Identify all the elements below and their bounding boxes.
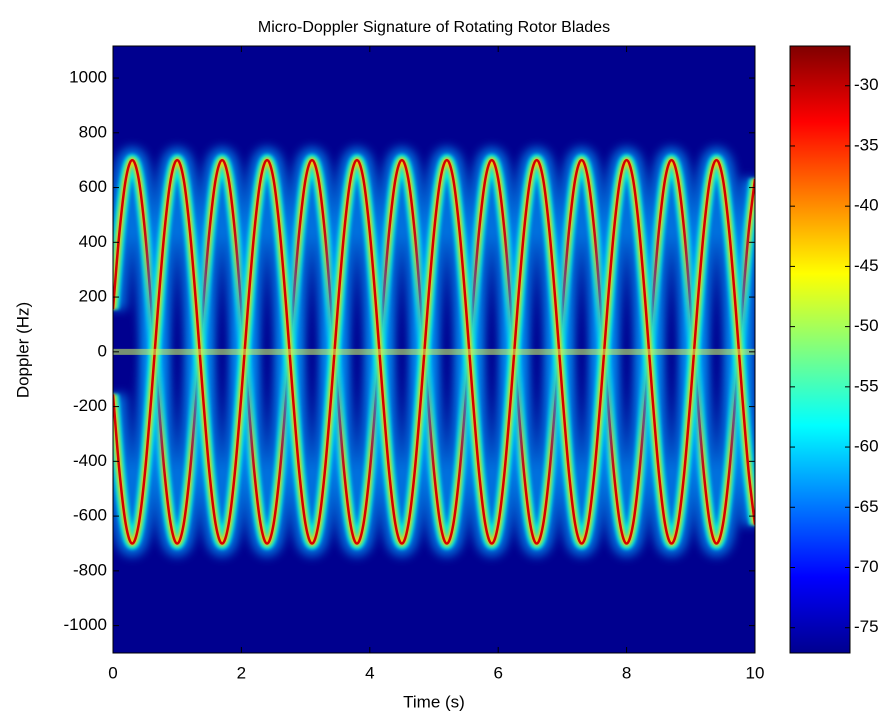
colorbar-tick-label: -50 — [854, 316, 879, 335]
y-tick-label: -1000 — [64, 615, 107, 634]
colorbar-tick-label: -75 — [854, 617, 879, 636]
x-tick-label: 4 — [365, 663, 374, 682]
x-tick-label: 0 — [108, 663, 117, 682]
colorbar-tick-label: -55 — [854, 376, 879, 395]
plot-frame — [112, 45, 756, 654]
colorbar-tick-label: -35 — [854, 135, 879, 154]
plot-area — [113, 147, 755, 557]
y-tick-label: 600 — [79, 177, 107, 196]
x-tick-label: 6 — [493, 663, 502, 682]
y-tick-label: -800 — [73, 560, 107, 579]
y-tick-label: -200 — [73, 396, 107, 415]
y-tick-label: 1000 — [69, 68, 107, 87]
colorbar-tick-label: -65 — [854, 497, 879, 516]
x-tick-label: 8 — [622, 663, 631, 682]
chart-title: Micro-Doppler Signature of Rotating Roto… — [258, 19, 610, 36]
y-tick-label: 400 — [79, 232, 107, 251]
x-tick-label: 10 — [746, 663, 765, 682]
y-tick-label: -400 — [73, 451, 107, 470]
colorbar-tick-label: -40 — [854, 196, 879, 215]
y-tick-label: -600 — [73, 506, 107, 525]
colorbar-tick-label: -45 — [854, 256, 879, 275]
x-tick-label: 2 — [237, 663, 246, 682]
y-tick-label: 800 — [79, 122, 107, 141]
colorbar-tick-label: -70 — [854, 557, 879, 576]
y-tick-label: 0 — [98, 341, 107, 360]
colorbar — [789, 45, 851, 654]
x-axis-label: Time (s) — [403, 692, 465, 711]
y-tick-label: 200 — [79, 287, 107, 306]
colorbar-tick-label: -30 — [854, 75, 879, 94]
colorbar-tick-label: -60 — [854, 437, 879, 456]
y-axis-label: Doppler (Hz) — [13, 302, 32, 398]
